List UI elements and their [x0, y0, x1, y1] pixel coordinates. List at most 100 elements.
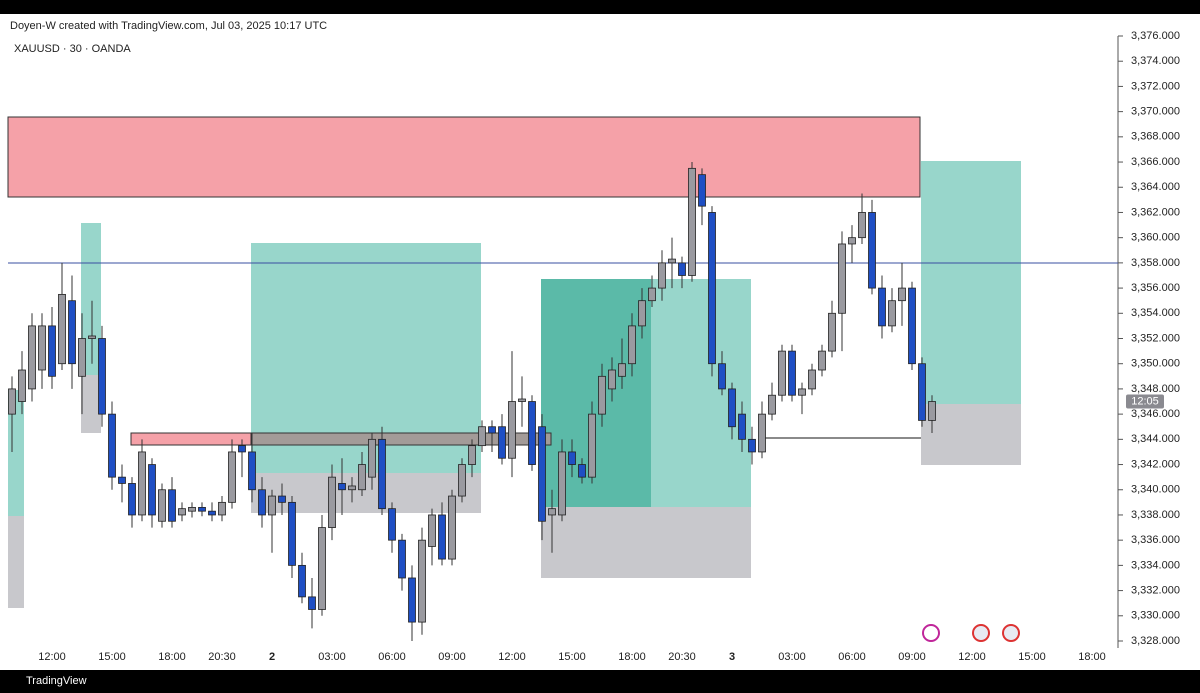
candle-body [498, 426, 506, 459]
candle-body [228, 451, 236, 503]
candle-body [638, 300, 646, 327]
candle-body [98, 338, 106, 415]
candle-body [448, 495, 456, 560]
y-tick-label: 3,364.000 [1131, 181, 1180, 193]
y-tick-label: 3,362.000 [1131, 206, 1180, 218]
y-tick-label: 3,358.000 [1131, 257, 1180, 269]
candle-body [78, 338, 86, 377]
candle-body [468, 445, 476, 465]
y-tick-label: 3,360.000 [1131, 232, 1180, 244]
x-tick-label: 06:00 [838, 651, 866, 663]
y-tick-label: 3,352.000 [1131, 332, 1180, 344]
candle-body [178, 508, 186, 516]
chart-title: Doyen-W created with TradingView.com, Ju… [10, 20, 327, 32]
x-tick-label: 20:30 [208, 651, 236, 663]
x-tick-label: 2 [269, 651, 275, 663]
x-tick-label: 03:00 [318, 651, 346, 663]
candle-body [808, 369, 816, 390]
candle-body [358, 464, 366, 491]
candle-body [28, 325, 36, 390]
candle-body [538, 426, 546, 522]
event-icon[interactable] [972, 624, 990, 642]
candle-body [68, 300, 76, 365]
candle-body [628, 325, 636, 365]
candle-body [428, 514, 436, 547]
candle-body [208, 510, 216, 516]
y-tick-label: 3,346.000 [1131, 408, 1180, 420]
y-tick-label: 3,338.000 [1131, 509, 1180, 521]
candle-body [88, 335, 96, 339]
candle-body [308, 596, 316, 610]
candle-body [778, 350, 786, 396]
candle-body [918, 363, 926, 421]
candle-body [678, 262, 686, 276]
candle-body [558, 451, 566, 516]
drawings [7, 116, 1118, 642]
x-tick-label: 09:00 [898, 651, 926, 663]
x-tick-label: 09:00 [438, 651, 466, 663]
candle-body [298, 564, 306, 598]
candle-body [398, 539, 406, 579]
candle-body [418, 539, 426, 623]
x-tick-label: 12:00 [498, 651, 526, 663]
candle-body [478, 426, 486, 447]
candle-body [728, 388, 736, 428]
candle-body [798, 388, 806, 396]
x-tick-label: 15:00 [98, 651, 126, 663]
candle-body [188, 506, 196, 512]
candle-body [388, 508, 396, 541]
candle-body [738, 413, 746, 440]
price-label: 12:05 [1131, 395, 1159, 407]
candle-body [58, 293, 66, 365]
candle-body [508, 401, 516, 459]
candle-body [158, 489, 166, 522]
candle-body [578, 464, 586, 478]
candle-body [48, 325, 56, 377]
y-tick-label: 3,344.000 [1131, 433, 1180, 445]
candle-body [148, 464, 156, 516]
candle-body [348, 485, 356, 491]
y-tick-label: 3,372.000 [1131, 80, 1180, 92]
candle-body [278, 495, 286, 503]
stop-zone [8, 516, 24, 608]
candle-body [38, 325, 46, 371]
candle-body [258, 489, 266, 516]
target-zone [541, 279, 651, 507]
y-tick-label: 3,334.000 [1131, 559, 1180, 571]
candle-body [608, 369, 616, 390]
candle-body [488, 426, 496, 434]
event-icon[interactable] [922, 624, 940, 642]
y-tick-label: 3,376.000 [1131, 30, 1180, 42]
candle-body [438, 514, 446, 560]
target-zone [921, 161, 1021, 404]
candle-body [858, 212, 866, 239]
candle-body [868, 212, 876, 289]
candle-body [768, 394, 776, 415]
stop-zone [251, 473, 481, 513]
candle-body [588, 413, 596, 478]
y-tick-label: 3,330.000 [1131, 610, 1180, 622]
candle-body [818, 350, 826, 371]
candle-body [408, 577, 416, 623]
candle-body [168, 489, 176, 522]
y-tick-label: 3,356.000 [1131, 282, 1180, 294]
candle-body [658, 262, 666, 289]
x-tick-label: 15:00 [558, 651, 586, 663]
target-zone [651, 279, 751, 507]
candle-body [668, 258, 676, 264]
candle-body [218, 501, 226, 516]
candle-body [618, 363, 626, 377]
candle-body [708, 212, 716, 365]
y-tick-label: 3,368.000 [1131, 131, 1180, 143]
x-tick-label: 06:00 [378, 651, 406, 663]
brand-label: TradingView [26, 675, 87, 687]
candle-body [898, 287, 906, 302]
candle-body [848, 237, 856, 245]
candle-body [138, 451, 146, 516]
x-tick-label: 03:00 [778, 651, 806, 663]
symbol-label: XAUUSD · 30 · OANDA [14, 43, 131, 55]
y-tick-label: 3,340.000 [1131, 484, 1180, 496]
candle-body [378, 438, 386, 510]
price-tag [1126, 394, 1164, 409]
event-icon[interactable] [1002, 624, 1020, 642]
